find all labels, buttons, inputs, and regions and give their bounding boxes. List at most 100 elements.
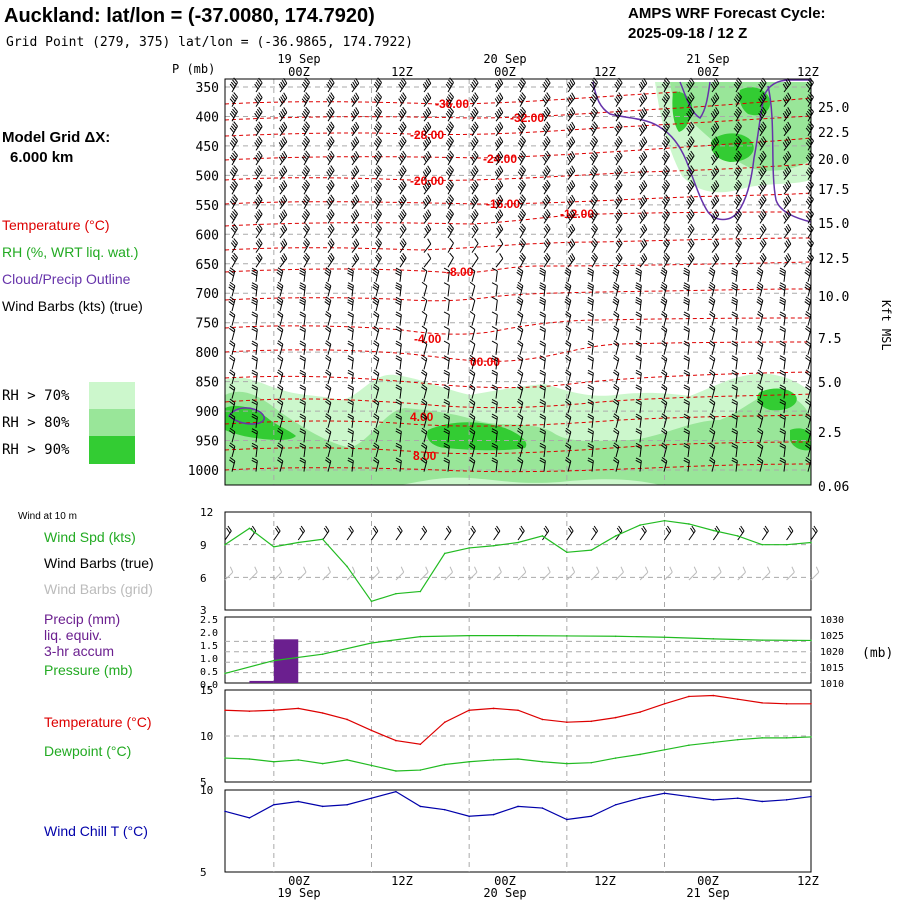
- wind-barb: [395, 343, 402, 347]
- wind-barb: [591, 199, 598, 210]
- wind-barb: [787, 194, 792, 201]
- wind-barb: [231, 271, 236, 282]
- wind-barb: [326, 112, 331, 119]
- wind-barb: [277, 311, 284, 316]
- wind-barb: [376, 254, 381, 261]
- wind-barb: [661, 444, 667, 450]
- wind-barb: [808, 211, 813, 217]
- wind-barb: [712, 227, 717, 234]
- wind-barb: [571, 136, 576, 142]
- wind-barb: [423, 358, 428, 370]
- wind-barb: [495, 243, 504, 253]
- wind-barb: [543, 314, 546, 326]
- wind-barb: [258, 238, 263, 244]
- wind-barb: [782, 142, 787, 148]
- wind-barb: [539, 299, 546, 303]
- wind-barb: [374, 110, 380, 117]
- wind-barb: [398, 185, 403, 192]
- wind-barb: [784, 81, 789, 88]
- wind-barb: [230, 213, 236, 219]
- dewpoint-point: [492, 759, 495, 761]
- wind-speed-points: [224, 519, 812, 603]
- wind-barb: [304, 123, 309, 129]
- wind-barb: [612, 301, 618, 306]
- temperature-point: [785, 703, 788, 705]
- wind-barb: [402, 179, 407, 186]
- wind-barb: [231, 314, 236, 326]
- wind-barb: [299, 372, 306, 376]
- wind-barb: [229, 442, 236, 447]
- wind-barb: [757, 325, 764, 330]
- wind-barb: [613, 311, 620, 316]
- wind-barb: [254, 215, 259, 221]
- wind-barb: [731, 372, 738, 376]
- wind-barb: [471, 431, 476, 443]
- wind-barb: [731, 357, 738, 362]
- wind-barb: [347, 301, 353, 306]
- wind-barb: [328, 167, 334, 173]
- wind-barb: [277, 457, 284, 462]
- temperature-contour: [224, 192, 812, 205]
- wind-barb: [496, 154, 501, 161]
- wind-barb: [569, 255, 574, 261]
- wind-barb: [688, 138, 694, 144]
- wind-barb: [809, 121, 814, 127]
- wind-barb: [395, 299, 402, 303]
- wind-barb: [496, 96, 501, 103]
- wind-barb: [805, 185, 811, 192]
- wind-barb: [231, 213, 238, 224]
- wind-barb: [496, 213, 501, 219]
- wind10-barb: [226, 527, 231, 534]
- wind-barb: [277, 281, 284, 287]
- wind-barb: [497, 79, 502, 86]
- wind-barb: [736, 123, 741, 129]
- wind-barb: [299, 428, 306, 432]
- wind-barb: [469, 427, 476, 433]
- wind-barb: [258, 106, 263, 113]
- wind-barb: [449, 179, 454, 185]
- wind-barb: [443, 401, 450, 406]
- wind-barb: [587, 270, 594, 274]
- pressure-point: [224, 672, 226, 675]
- windchill-point: [273, 803, 275, 806]
- wind-barb: [663, 111, 670, 122]
- wind-barb: [638, 156, 643, 163]
- wind-barb: [521, 223, 526, 229]
- wind-barb: [783, 112, 792, 122]
- wind-barb: [400, 254, 406, 261]
- wind-barb: [808, 240, 813, 246]
- wind-barb: [251, 313, 258, 318]
- wind-barb: [539, 313, 546, 318]
- wind-barb: [539, 296, 546, 301]
- wind10-grid-barb: [815, 566, 820, 573]
- wind10-barb: [641, 527, 646, 534]
- wind-barb: [544, 138, 550, 144]
- wind-barb: [254, 142, 259, 148]
- y-tick-label: 2.5: [200, 615, 218, 626]
- pressure-point: [273, 659, 275, 662]
- wind-barb: [350, 185, 355, 192]
- wind-barb: [640, 125, 645, 132]
- wind-barb: [779, 430, 786, 435]
- wind-barb: [399, 169, 404, 175]
- wind10-barb: [397, 527, 402, 534]
- wind-barb: [327, 256, 332, 263]
- wind-barb: [517, 298, 523, 304]
- wind-barb: [424, 169, 429, 176]
- wind-barb: [472, 94, 478, 100]
- wind-barb: [737, 135, 742, 142]
- wind-barb: [663, 257, 670, 268]
- bottom-tick-label: 00Z: [494, 874, 516, 888]
- wind-barb: [518, 140, 524, 146]
- wind-barb: [807, 329, 812, 341]
- wind-barb: [787, 180, 792, 186]
- wind-barb: [757, 313, 763, 318]
- wind-barb: [278, 215, 283, 221]
- wind-barb: [760, 138, 766, 144]
- wind-barb: [325, 298, 331, 304]
- wind-barb: [399, 446, 402, 458]
- wind-barb: [281, 167, 286, 174]
- wind-barb: [762, 179, 767, 186]
- wind-barb: [449, 121, 454, 127]
- wind-barb: [325, 427, 332, 433]
